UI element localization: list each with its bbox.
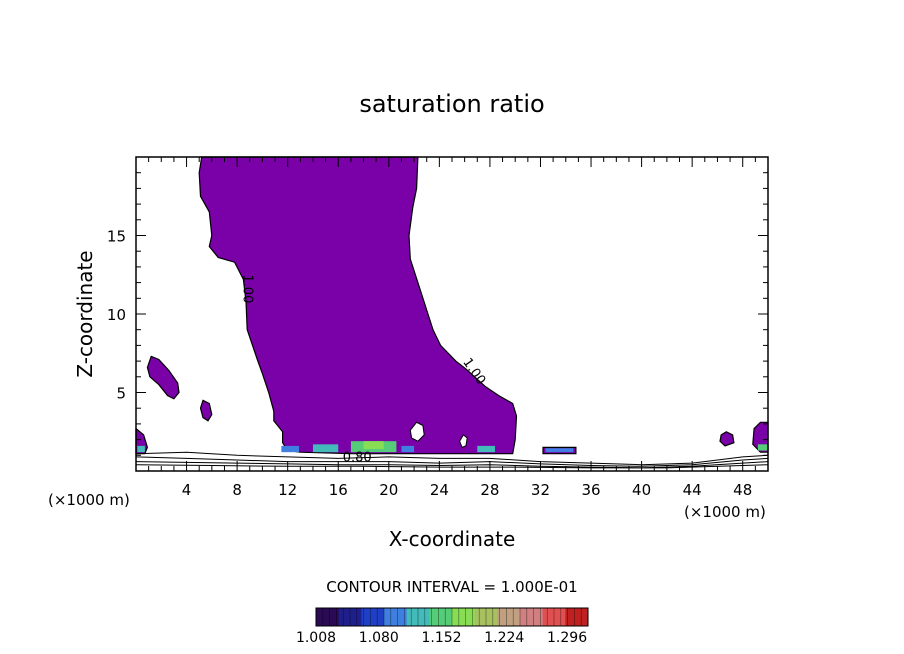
colorbar-tick-label-0: 1.008 <box>296 630 336 646</box>
x-tick-label-24: 24 <box>430 481 449 499</box>
ground-contour-1 <box>135 456 769 467</box>
x-axis-label: X-coordinate <box>389 527 516 551</box>
y-tick-layer: 5 10 15 <box>107 172 768 456</box>
colorbar-cell-6 <box>452 608 476 626</box>
x-tick-label-40: 40 <box>632 481 651 499</box>
x-tick-label-12: 12 <box>278 481 297 499</box>
x-unit-left: (×1000 m) <box>48 491 130 509</box>
color-patch-layer <box>137 441 768 453</box>
y-tick-label-10: 10 <box>107 306 126 324</box>
chart-title: saturation ratio <box>359 90 544 118</box>
colorbar-tick-label-2: 1.152 <box>421 630 461 646</box>
x-tick-label-44: 44 <box>683 481 702 499</box>
x-tick-label-36: 36 <box>581 481 600 499</box>
region-right-small-blob <box>719 431 735 447</box>
color-patch-7 <box>757 444 768 451</box>
x-tick-label-28: 28 <box>480 481 499 499</box>
region-main-plume <box>198 156 518 455</box>
color-patch-8 <box>137 445 145 453</box>
colorbar-frame <box>315 607 589 627</box>
ground-contour-layer <box>135 451 769 469</box>
color-patch-0 <box>281 445 300 453</box>
x-tick-label-32: 32 <box>531 481 550 499</box>
x-tick-label-48: 48 <box>733 481 752 499</box>
x-tick-label-8: 8 <box>232 481 242 499</box>
color-patch-3 <box>363 441 384 450</box>
colorbar-cell-9 <box>520 608 544 626</box>
x-tick-label-16: 16 <box>329 481 348 499</box>
colorbar-cell-3 <box>384 608 408 626</box>
x-unit-right: (×1000 m) <box>684 503 766 521</box>
region-left-blob <box>146 355 180 400</box>
hole-hole-22 <box>409 421 425 442</box>
colorbar-cell-8 <box>497 608 521 626</box>
contour-label-2: 0.80 <box>343 451 372 466</box>
region-small-blob <box>199 399 213 422</box>
color-patch-1 <box>312 444 339 453</box>
color-patch-6 <box>545 448 574 453</box>
colorbar-tick-label-3: 1.224 <box>484 630 524 646</box>
ground-contour-0 <box>135 451 769 466</box>
contour-label-0: 1.00 <box>239 274 254 303</box>
y-tick-label-5: 5 <box>116 385 126 403</box>
x-tick-layer: 4 8 12 16 20 24 28 32 36 40 44 48 <box>148 157 756 499</box>
contour-interval-text: CONTOUR INTERVAL = 1.000E-01 <box>326 578 577 596</box>
ground-contour-2 <box>135 461 769 469</box>
y-tick-label-15: 15 <box>107 228 126 246</box>
y-axis-label: Z-coordinate <box>73 250 97 377</box>
plot-fill-layer <box>135 156 769 455</box>
colorbar-cell-2 <box>361 608 385 626</box>
color-patch-4 <box>401 445 415 453</box>
colorbar-cell-5 <box>429 608 453 626</box>
x-tick-label-4: 4 <box>182 481 192 499</box>
colorbar-cell-0 <box>316 608 340 626</box>
colorbar-tick-label-4: 1.296 <box>547 630 587 646</box>
hole-hole-26 <box>459 434 468 449</box>
color-patch-5 <box>477 445 495 453</box>
colorbar-tick-label-1: 1.080 <box>359 630 399 646</box>
colorbar-tick-labels: 1.008 1.080 1.152 1.224 1.296 <box>296 630 587 646</box>
colorbar <box>315 607 589 627</box>
colorbar-cell-11 <box>565 608 589 626</box>
x-tick-label-20: 20 <box>379 481 398 499</box>
